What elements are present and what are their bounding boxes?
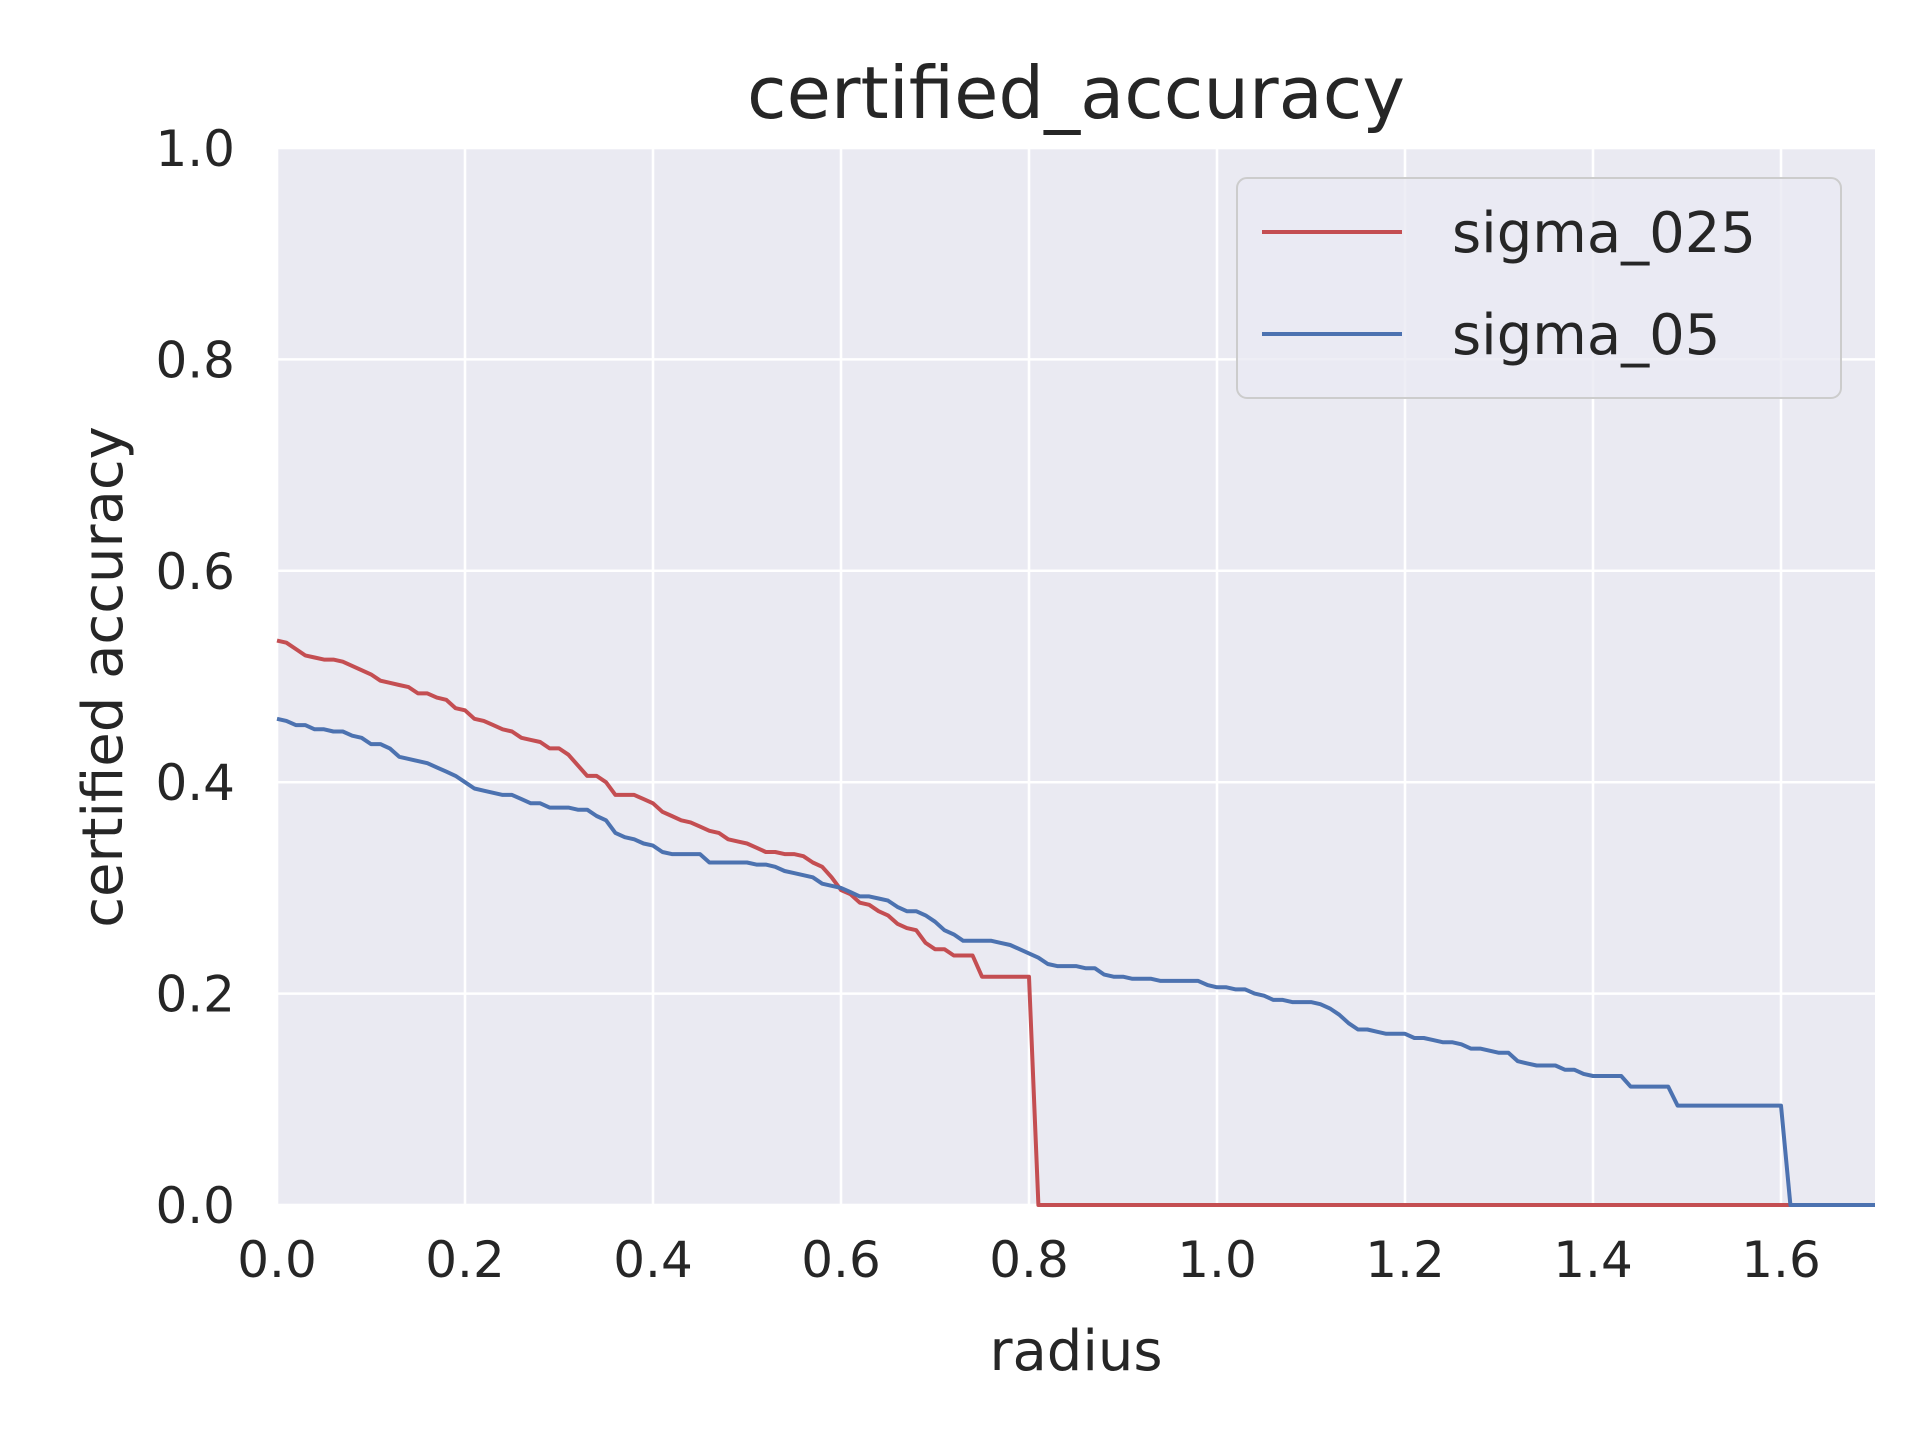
x-tick-label: 0.2: [425, 1231, 505, 1289]
x-tick-label: 0.0: [237, 1231, 317, 1289]
x-axis-label: radius: [989, 1319, 1162, 1384]
series-line-sigma_05: [276, 716, 1875, 1207]
y-tick-label: 1.0: [155, 120, 235, 178]
x-tick-label: 1.4: [1553, 1231, 1633, 1289]
chart-title: certified_accuracy: [747, 51, 1405, 135]
legend-label-sigma_025: sigma_025: [1452, 201, 1756, 266]
y-axis-label: certified accuracy: [71, 426, 136, 928]
y-tick-label: 0.0: [155, 1177, 235, 1235]
x-tick-labels: 0.0 0.2 0.4 0.6 0.8 1.0 1.2 1.4 1.6: [237, 1231, 1821, 1289]
x-tick-label: 1.2: [1365, 1231, 1445, 1289]
series-lines: [276, 638, 1875, 1207]
x-tick-label: 1.0: [1177, 1231, 1257, 1289]
x-tick-label: 0.6: [801, 1231, 881, 1289]
y-tick-label: 0.8: [155, 331, 235, 389]
legend-label-sigma_05: sigma_05: [1452, 303, 1720, 368]
series-line-sigma_025: [276, 638, 1875, 1207]
y-tick-label: 0.2: [155, 966, 235, 1024]
legend: sigma_025 sigma_05: [1236, 177, 1842, 399]
y-tick-label: 0.6: [155, 543, 235, 601]
y-tick-labels: 0.0 0.2 0.4 0.6 0.8 1.0: [155, 120, 235, 1235]
x-tick-label: 0.8: [989, 1231, 1069, 1289]
y-tick-label: 0.4: [155, 754, 235, 812]
x-tick-label: 0.4: [613, 1231, 693, 1289]
x-tick-label: 1.6: [1741, 1231, 1821, 1289]
